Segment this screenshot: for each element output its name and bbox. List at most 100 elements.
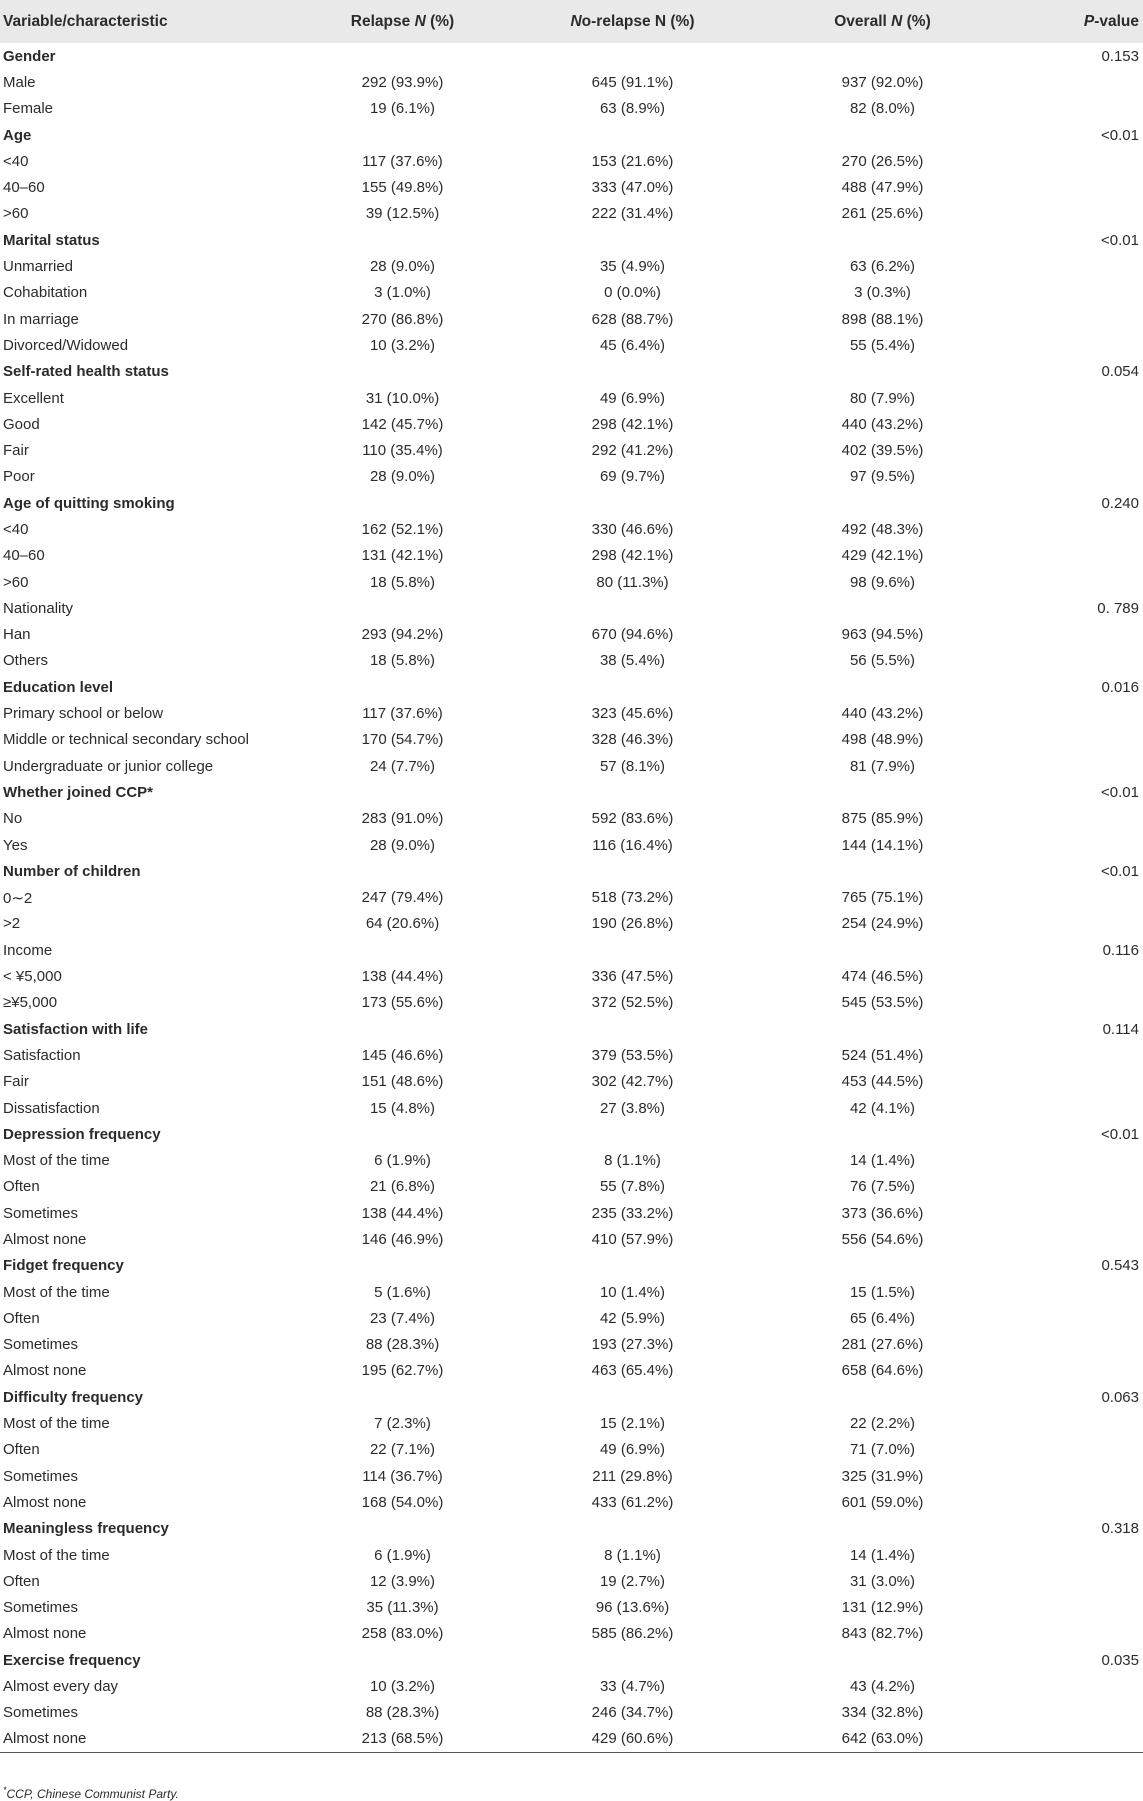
cell-relapse [300,1121,505,1147]
table-group-row: Fidget frequency 0.543 [0,1253,1143,1279]
cell-overall: 498 (48.9%) [841,731,924,749]
table-group-row: Depression frequency <0.01 [0,1121,1143,1147]
cell-relapse: 6 (1.9%) [374,1152,431,1170]
cell-no-relapse: 298 (42.1%) [591,547,674,565]
cell-overall: 556 (54.6%) [841,1231,924,1248]
cell-relapse: 18 (5.8%) [369,573,436,591]
cell-pvalue [1005,148,1143,174]
table-row: Primary school or below 117 (37.6%) 323 (4… [0,700,1143,726]
cell-overall: 545 (53.5%) [841,994,924,1012]
row-label: Sometimes [3,1704,79,1722]
cell-pvalue [1005,1673,1143,1699]
row-label: < ¥5,000 [3,968,62,986]
cell-no-relapse: 27 (3.8%) [599,1099,666,1117]
cell-no-relapse: 8 (1.1%) [604,1546,661,1564]
cell-overall: 453 (44.5%) [841,1073,924,1091]
cell-overall [760,595,1005,621]
cell-overall: 3 (0.3%) [854,284,911,302]
row-label: Middle or technical secondary school [3,731,249,749]
row-label: Satisfaction with life [3,1020,149,1038]
cell-pvalue [1005,1226,1143,1252]
cell-overall [760,43,1005,69]
cell-pvalue [1005,727,1143,753]
cell-pvalue [1005,569,1143,595]
cell-relapse: 142 (45.7%) [361,415,444,433]
cell-relapse: 270 (86.8%) [361,310,444,328]
cell-relapse: 15 (4.8%) [369,1099,436,1117]
cell-overall: 875 (85.9%) [841,810,924,828]
cell-relapse [300,674,505,700]
row-label: Often [3,1572,40,1590]
cell-pvalue: 0.054 [1101,363,1139,381]
cell-relapse [300,1253,505,1279]
cell-pvalue [1005,543,1143,569]
cell-no-relapse: 35 (4.9%) [599,258,666,276]
cell-overall [760,1647,1005,1673]
row-label: Almost none [3,1231,87,1248]
cell-pvalue [1005,1069,1143,1095]
table-row: >60 18 (5.8%) 80 (11.3%) 98 (9.6%) [0,569,1143,595]
cell-overall [760,1253,1005,1279]
table-row: Sometimes 35 (11.3%) 96 (13.6%) 131 (12.9%) [0,1595,1143,1621]
cell-no-relapse [505,227,760,253]
row-label: ≥¥5,000 [3,994,58,1012]
cell-overall: 658 (64.6%) [841,1362,924,1380]
table-row: Others 18 (5.8%) 38 (5.4%) 56 (5.5%) [0,648,1143,674]
cell-pvalue [1005,332,1143,358]
row-label: Sometimes [3,1599,79,1617]
header-no-relapse-text: No-relapse N (%) [570,12,695,30]
cell-relapse [300,779,505,805]
footnote-marker: * [3,1785,7,1795]
cell-no-relapse: 410 (57.9%) [591,1231,674,1248]
table-row: <40 117 (37.6%) 153 (21.6%) 270 (26.5%) [0,148,1143,174]
cell-no-relapse: 45 (6.4%) [599,336,666,354]
cell-pvalue [1005,990,1143,1016]
cell-overall [760,490,1005,516]
cell-relapse: 18 (5.8%) [369,652,436,670]
cell-pvalue: <0.01 [1101,862,1139,880]
row-label: In marriage [3,310,79,328]
table-row: ≥¥5,000 173 (55.6%) 372 (52.5%) 545 (53.5%) [0,990,1143,1016]
row-label: Whether joined CCP* [3,783,154,801]
table-row: Excellent 31 (10.0%) 49 (6.9%) 80 (7.9%) [0,385,1143,411]
cell-no-relapse: 670 (94.6%) [591,626,674,644]
table-row: Unmarried 28 (9.0%) 35 (4.9%) 63 (6.2%) [0,253,1143,279]
cell-overall: 76 (7.5%) [849,1178,916,1196]
table-row: >60 39 (12.5%) 222 (31.4%) 261 (25.6%) [0,201,1143,227]
cell-relapse: 88 (28.3%) [365,1704,440,1722]
cell-pvalue: 0.016 [1101,678,1139,696]
cell-no-relapse: 222 (31.4%) [591,205,674,223]
cell-overall: 261 (25.6%) [841,205,924,223]
cell-no-relapse: 63 (8.9%) [599,100,666,118]
row-label: Unmarried [3,258,74,276]
cell-pvalue [1005,753,1143,779]
cell-pvalue [1005,1621,1143,1647]
row-label: Female [3,100,54,118]
cell-no-relapse: 592 (83.6%) [591,810,674,828]
cell-pvalue: 0.063 [1101,1388,1139,1406]
header-no-relapse: No-relapse N (%) [505,0,760,43]
table-group-row: Age <0.01 [0,122,1143,148]
cell-pvalue [1005,280,1143,306]
cell-no-relapse: 336 (47.5%) [591,968,674,986]
cell-no-relapse [505,674,760,700]
cell-pvalue [1005,437,1143,463]
table-row: 0∼2 247 (79.4%) 518 (73.2%) 765 (75.1%) [0,885,1143,911]
cell-relapse [300,595,505,621]
characteristics-table: Variable/characteristic Relapse N (%) No… [0,0,1143,1753]
table-row: Fair 151 (48.6%) 302 (42.7%) 453 (44.5%) [0,1069,1143,1095]
cell-no-relapse: 49 (6.9%) [599,389,666,407]
table-group-row: Age of quitting smoking 0.240 [0,490,1143,516]
cell-no-relapse: 292 (41.2%) [591,442,674,460]
cell-no-relapse: 333 (47.0%) [591,179,674,197]
table-row: In marriage 270 (86.8%) 628 (88.7%) 898 (88… [0,306,1143,332]
cell-overall: 97 (9.5%) [849,468,916,486]
cell-pvalue [1005,1042,1143,1068]
cell-overall: 373 (36.6%) [841,1204,924,1222]
cell-relapse [300,937,505,963]
cell-no-relapse [505,1016,760,1042]
cell-pvalue [1005,1542,1143,1568]
cell-overall [760,779,1005,805]
row-label: Most of the time [3,1415,110,1433]
table-row: Female 19 (6.1%) 63 (8.9%) 82 (8.0%) [0,96,1143,122]
